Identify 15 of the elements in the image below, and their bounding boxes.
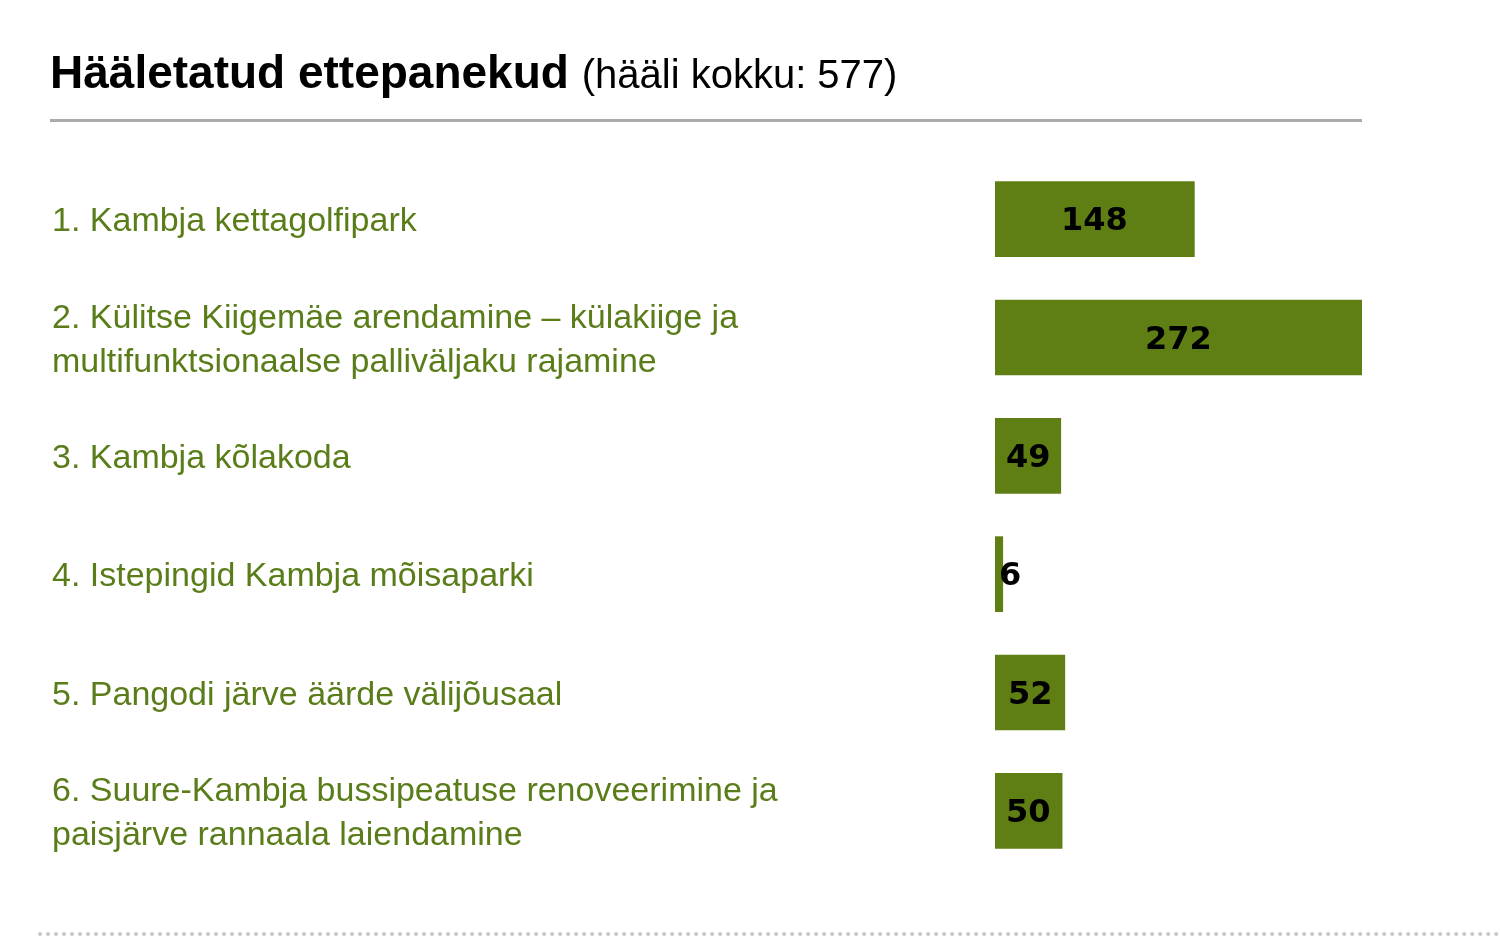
y-tick-label: 4. Istepingid Kambja mõisaparki <box>52 555 534 593</box>
y-tick-label: 5. Pangodi järve äärde välijõusaal <box>52 674 563 712</box>
bar <box>995 299 1362 376</box>
data-label: 49 <box>1006 437 1051 475</box>
y-tick-label: 6. Suure-Kambja bussipeatuse renoveerimine ja paisjärve rannaala laiendamine <box>52 770 778 853</box>
data-label: 148 <box>1061 200 1128 238</box>
bar <box>995 181 1195 258</box>
data-label: 50 <box>1006 792 1051 830</box>
y-tick-label: 3. Kambja kõlakoda <box>52 437 351 475</box>
data-label: 52 <box>1008 674 1053 712</box>
chart-subtitle: (hääli kokku: 577) <box>581 52 898 97</box>
y-tick-label: 2. Külitse Kiigemäe arendamine – külakiige ja multifunktsionaalse palliväljaku rajamine <box>52 297 739 380</box>
text: Hääletatud ettepanekud <box>50 46 569 99</box>
data-label: 272 <box>1145 319 1212 357</box>
y-tick-label: 1. Kambja kettagolfipark <box>52 200 418 238</box>
